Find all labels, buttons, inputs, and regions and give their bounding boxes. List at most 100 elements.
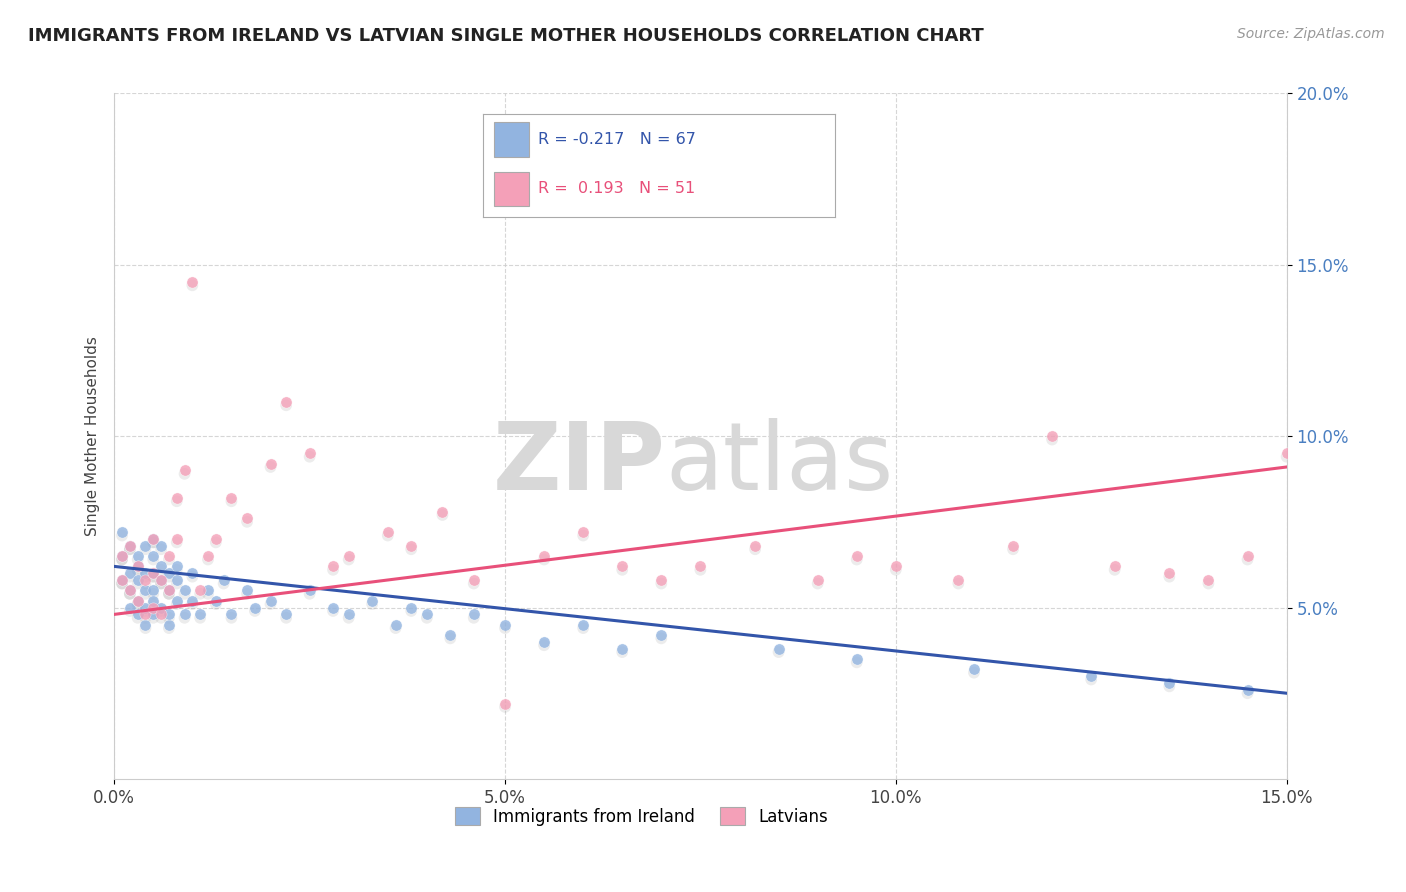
- Point: [963, 662, 986, 676]
- Point: [276, 607, 298, 622]
- Point: [463, 611, 485, 625]
- Point: [298, 450, 321, 464]
- Point: [157, 566, 180, 581]
- Text: Source: ZipAtlas.com: Source: ZipAtlas.com: [1237, 27, 1385, 41]
- Point: [181, 593, 204, 607]
- Point: [173, 607, 195, 622]
- Point: [150, 539, 173, 553]
- Point: [845, 552, 868, 566]
- Point: [259, 593, 281, 607]
- Point: [157, 549, 180, 563]
- Point: [212, 573, 235, 587]
- Point: [157, 583, 180, 598]
- Point: [1002, 542, 1025, 557]
- Point: [150, 611, 173, 625]
- Point: [111, 525, 134, 540]
- Point: [494, 697, 516, 711]
- Point: [134, 539, 156, 553]
- Point: [127, 597, 149, 611]
- Point: [111, 549, 134, 563]
- Point: [111, 576, 134, 591]
- Legend: Immigrants from Ireland, Latvians: Immigrants from Ireland, Latvians: [449, 801, 835, 832]
- Point: [111, 573, 134, 587]
- Point: [127, 552, 149, 566]
- Point: [1104, 563, 1126, 577]
- Point: [173, 611, 195, 625]
- Point: [298, 583, 321, 598]
- Point: [236, 515, 259, 529]
- Point: [197, 549, 219, 563]
- Point: [173, 463, 195, 477]
- Point: [134, 587, 156, 601]
- Point: [157, 587, 180, 601]
- Point: [1236, 686, 1258, 700]
- Point: [150, 573, 173, 587]
- Point: [612, 645, 634, 659]
- Point: [142, 532, 165, 546]
- Point: [142, 600, 165, 615]
- Point: [212, 576, 235, 591]
- Point: [134, 600, 156, 615]
- Point: [399, 539, 422, 553]
- Point: [399, 604, 422, 618]
- Point: [173, 583, 195, 598]
- Point: [142, 566, 165, 581]
- Point: [166, 573, 188, 587]
- Point: [1236, 682, 1258, 697]
- Point: [118, 583, 141, 598]
- Point: [845, 652, 868, 666]
- Point: [181, 275, 204, 289]
- Point: [322, 563, 344, 577]
- Point: [134, 611, 156, 625]
- Point: [744, 542, 766, 557]
- Point: [142, 604, 165, 618]
- Point: [298, 446, 321, 460]
- Point: [142, 549, 165, 563]
- Point: [157, 552, 180, 566]
- Point: [142, 566, 165, 581]
- Point: [572, 528, 595, 542]
- Point: [157, 570, 180, 584]
- Point: [1080, 669, 1102, 683]
- Point: [1159, 566, 1181, 581]
- Point: [744, 539, 766, 553]
- Point: [1275, 450, 1298, 464]
- Point: [276, 395, 298, 409]
- Point: [111, 573, 134, 587]
- Point: [243, 604, 266, 618]
- Point: [236, 511, 259, 525]
- Point: [399, 542, 422, 557]
- Point: [157, 587, 180, 601]
- Point: [150, 576, 173, 591]
- Point: [118, 539, 141, 553]
- Point: [204, 532, 226, 546]
- Point: [204, 597, 226, 611]
- Point: [650, 632, 672, 646]
- Point: [134, 583, 156, 598]
- Point: [845, 656, 868, 670]
- Point: [322, 600, 344, 615]
- Point: [142, 570, 165, 584]
- Point: [650, 573, 672, 587]
- Point: [463, 576, 485, 591]
- Point: [127, 563, 149, 577]
- Point: [111, 552, 134, 566]
- Point: [127, 607, 149, 622]
- Text: ZIP: ZIP: [492, 417, 665, 509]
- Point: [322, 604, 344, 618]
- Point: [572, 617, 595, 632]
- Point: [377, 528, 399, 542]
- Point: [150, 607, 173, 622]
- Point: [188, 583, 211, 598]
- Point: [416, 611, 439, 625]
- Point: [689, 559, 711, 574]
- Point: [142, 532, 165, 546]
- Point: [142, 611, 165, 625]
- Point: [948, 576, 970, 591]
- Point: [322, 559, 344, 574]
- Point: [432, 504, 454, 518]
- Point: [1159, 570, 1181, 584]
- Point: [157, 617, 180, 632]
- Point: [173, 467, 195, 481]
- Point: [118, 542, 141, 557]
